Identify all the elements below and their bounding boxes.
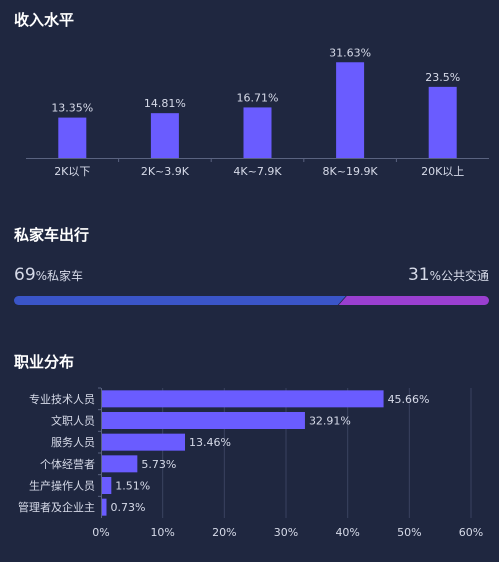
- job-value-label: 0.73%: [111, 501, 146, 514]
- income-title: 收入水平: [14, 11, 75, 29]
- income-category-label: 2K以下: [54, 165, 90, 178]
- income-value-label: 13.35%: [51, 102, 93, 115]
- job-x-tick-label: 40%: [335, 526, 359, 539]
- income-category-label: 2K~3.9K: [141, 165, 190, 178]
- job-x-tick-label: 10%: [150, 526, 174, 539]
- job-bar: [102, 477, 112, 494]
- car-chart: 69%私家车 31%公共交通: [14, 265, 489, 305]
- car-public-label: 公共交通: [441, 268, 489, 283]
- car-public-bar: [338, 296, 489, 305]
- job-value-label: 13.46%: [189, 436, 231, 449]
- income-chart: 13.35% 2K以下 14.81% 2K~3.9K 16.71% 4K~7.9K 31.6…: [26, 46, 489, 178]
- job-bar: [102, 412, 305, 429]
- job-bar: [102, 455, 138, 473]
- car-public-readout: 31%公共交通: [408, 265, 489, 285]
- job-category-label: 专业技术人员: [29, 392, 95, 406]
- job-category-label: 管理者及企业主: [18, 500, 95, 514]
- car-private-label: 私家车: [47, 268, 83, 283]
- car-private-bar: [14, 296, 346, 305]
- income-value-label: 23.5%: [425, 71, 460, 84]
- car-public-unit: %: [430, 269, 441, 283]
- income-value-label: 14.81%: [144, 97, 186, 110]
- job-x-tick-label: 20%: [212, 526, 236, 539]
- car-private-value: 69: [14, 265, 36, 285]
- job-x-tick-label: 60%: [459, 526, 483, 539]
- job-bar: [102, 390, 384, 408]
- job-value-label: 5.73%: [141, 458, 176, 471]
- income-bar: [336, 62, 365, 158]
- car-private-readout: 69%私家车: [14, 265, 83, 285]
- job-x-tick-label: 30%: [274, 526, 298, 539]
- income-bar: [150, 113, 179, 158]
- job-value-label: 45.66%: [388, 393, 430, 406]
- income-category-label: 4K~7.9K: [233, 165, 282, 178]
- job-x-tick-label: 0%: [92, 526, 109, 539]
- job-category-label: 生产操作人员: [29, 479, 95, 493]
- car-private-unit: %: [36, 269, 47, 283]
- income-value-label: 16.71%: [237, 91, 279, 104]
- income-bar: [428, 86, 457, 158]
- job-category-label: 文职人员: [51, 414, 95, 428]
- income-bar: [58, 117, 87, 158]
- job-x-tick-label: 50%: [397, 526, 421, 539]
- car-public-value: 31: [408, 265, 430, 285]
- job-category-label: 个体经营者: [40, 457, 95, 471]
- income-bar: [243, 107, 272, 158]
- job-value-label: 32.91%: [309, 415, 351, 428]
- job-bar: [102, 498, 107, 516]
- income-category-label: 20K以上: [421, 165, 464, 178]
- income-category-label: 8K~19.9K: [323, 165, 379, 178]
- income-value-label: 31.63%: [329, 46, 371, 59]
- job-title: 职业分布: [14, 353, 75, 371]
- job-category-label: 服务人员: [51, 436, 95, 449]
- car-title: 私家车出行: [14, 226, 90, 244]
- job-value-label: 1.51%: [115, 480, 150, 493]
- job-bar: [102, 433, 186, 451]
